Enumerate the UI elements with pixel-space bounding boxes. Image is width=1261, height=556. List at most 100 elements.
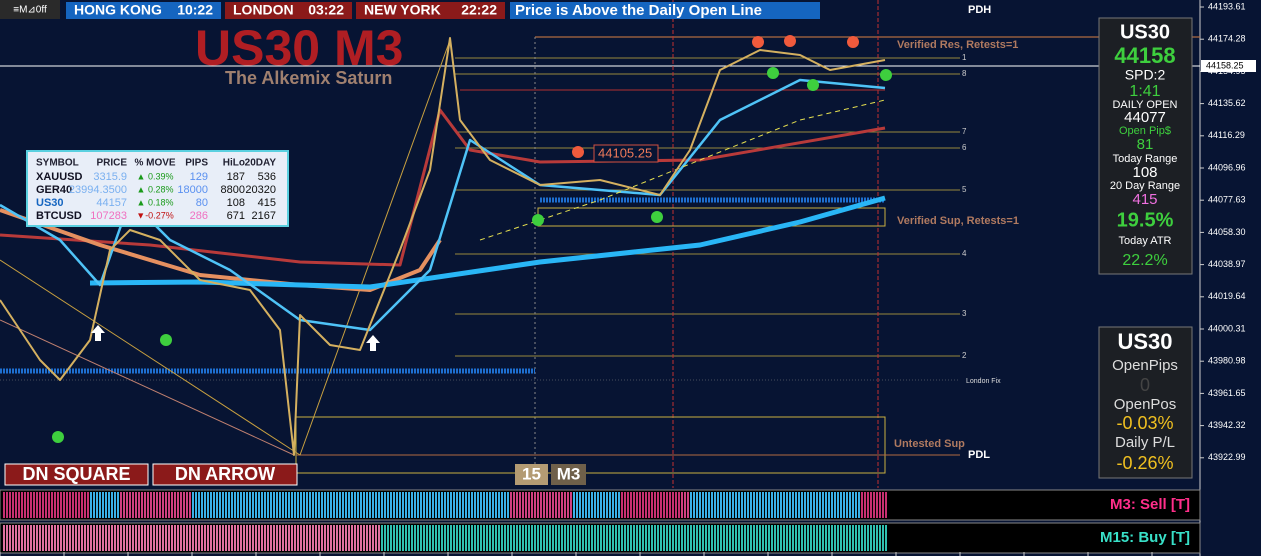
strip-bar [714,525,716,551]
strip-bar [417,492,419,518]
table-cell: 80 [196,197,208,209]
strip-bar [57,525,59,551]
strip-bar [873,492,875,518]
strip-bar [543,492,545,518]
timeframe-box[interactable] [515,464,548,485]
strip-bar [483,492,485,518]
moving-average [89,195,886,290]
strip-bar [462,492,464,518]
strip-bar [483,525,485,551]
clock-city: LONDON [233,2,294,18]
strip-bar [384,492,386,518]
strip-bar [708,492,710,518]
strip-bar [474,492,476,518]
strip-bar [534,492,536,518]
strip-bar [264,492,266,518]
axis-tick-label: 44000.31 [1208,323,1246,333]
timeframe: M3 [557,464,581,483]
strip-bar [348,492,350,518]
strip-bar [657,525,659,551]
strip-bar [387,492,389,518]
level-number: 6 [962,143,967,152]
strip-bar [861,525,863,551]
strip-bar [18,525,20,551]
strip-bar [708,525,710,551]
strip-bar [48,492,50,518]
strip-bar [309,492,311,518]
strip-bar [249,492,251,518]
axis-tick-label: 44116.29 [1208,130,1245,140]
menu-icon[interactable] [0,0,60,19]
strip-bar [522,525,524,551]
strip-bar [177,525,179,551]
strip-bar [510,525,512,551]
strip-bar [390,492,392,518]
strip-bar [396,525,398,551]
table-cell: 536 [258,171,276,183]
button[interactable] [152,463,298,486]
strip-bar [219,492,221,518]
strip-bar [564,525,566,551]
strip-bar [837,492,839,518]
strip-bar [633,492,635,518]
strip-bar [687,525,689,551]
strip-bar [603,492,605,518]
strip-bar [318,525,320,551]
strip-bar [141,492,143,518]
strip-bar [453,492,455,518]
stat: 44077 [1124,109,1166,126]
strip-bar [297,525,299,551]
strip-bar [366,492,368,518]
strip-bar [612,492,614,518]
watchlist [26,150,289,227]
timeframe-box[interactable] [551,464,586,485]
strip-bar [435,492,437,518]
table-cell: ▲ 0.28% [137,184,174,194]
strip-bar [375,492,377,518]
strip-bar [528,492,530,518]
strip-bar [882,525,884,551]
strip-bar [171,525,173,551]
pdh-label: PDH [968,4,991,16]
strip-bar [495,525,497,551]
strip-bar [270,492,272,518]
strip-bar [21,492,23,518]
strip-bar [87,492,89,518]
strip-bar [441,492,443,518]
level-number: 8 [962,69,967,78]
trend-line [0,319,295,456]
strip-bar [72,525,74,551]
table-cell: GER40 [36,184,72,196]
button[interactable] [4,463,149,486]
strip-bar [492,492,494,518]
strip-bar [399,525,401,551]
strip-bar [591,492,593,518]
axis-tick-label: 44174.28 [1208,34,1246,44]
strip-bar [729,525,731,551]
strip-bar [810,492,812,518]
strip-bar [657,492,659,518]
strip-bar [249,525,251,551]
strip-bar [279,525,281,551]
strip-bar [540,525,542,551]
strip-bar [426,492,428,518]
strip-bar [27,492,29,518]
strip-bar [78,525,80,551]
axis-tick-label: 44019.64 [1208,291,1246,301]
strip-bar [399,492,401,518]
strip-bar [105,525,107,551]
strip-bar [378,525,380,551]
strip-bar [801,492,803,518]
strip-bar [798,525,800,551]
strip-bar [465,525,467,551]
untested-zone [295,416,886,474]
strip-bar [558,525,560,551]
strip-bar [15,492,17,518]
strip-bar [462,525,464,551]
banner-box [510,2,820,19]
strip-bar [720,492,722,518]
strip-bar [63,525,65,551]
strip-bar [372,525,374,551]
strip-bar [837,525,839,551]
strip-bar [372,492,374,518]
